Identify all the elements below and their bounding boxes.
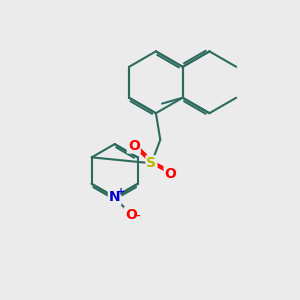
Text: O: O <box>128 139 140 153</box>
Text: S: S <box>146 156 157 170</box>
Text: +: + <box>117 187 125 197</box>
Text: N: N <box>109 190 121 204</box>
Text: O: O <box>165 167 176 181</box>
Text: −: − <box>133 211 141 221</box>
Text: O: O <box>125 208 137 222</box>
